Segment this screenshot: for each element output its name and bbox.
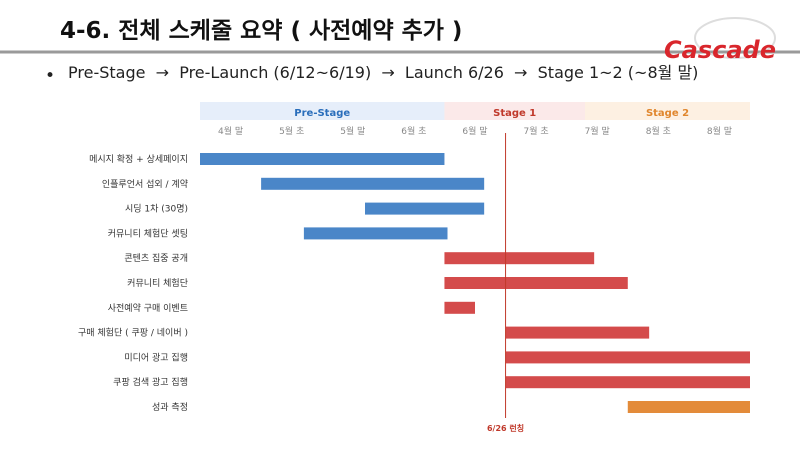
column-label: 5월 초 (279, 125, 304, 137)
task-bar (200, 153, 445, 165)
phase-label: Stage 2 (646, 108, 689, 119)
phase-label: Stage 1 (493, 108, 536, 119)
task-bar (303, 227, 448, 240)
column-label: 5월 말 (340, 125, 365, 137)
column-label: 7월 말 (585, 125, 610, 137)
column-label: 4월 말 (218, 125, 243, 137)
milestone-label: 6/26 런칭 (487, 423, 524, 433)
task-label: 성과 측정 (152, 402, 188, 413)
task-label: 미디어 광고 집행 (124, 351, 188, 363)
task-bar (444, 277, 628, 289)
task-label: 쿠팡 검색 광고 집행 (113, 376, 188, 388)
task-label: 시딩 1차 (30명) (125, 203, 188, 215)
column-label: 8월 말 (707, 125, 732, 137)
task-label: 메시지 확정 + 상세페이지 (89, 153, 188, 165)
bullet-dot: • (45, 66, 55, 86)
column-label: 6월 말 (462, 125, 487, 137)
column-label: 6월 초 (401, 125, 426, 137)
task-label: 콘텐츠 집중 공개 (124, 252, 188, 264)
task-bar (261, 177, 485, 190)
task-label: 커뮤니티 체험단 셋팅 (108, 228, 188, 239)
column-label: 7월 초 (524, 125, 549, 137)
task-bar (627, 401, 750, 413)
task-label: 구매 체험단 ( 쿠팡 / 네이버 ) (78, 328, 188, 339)
task-label: 커뮤니티 체험단 (127, 278, 188, 289)
task-label: 사전예약 구매 이벤트 (108, 302, 188, 314)
bullet-text: Pre-Stage → Pre-Launch (6/12~6/19) → Lau… (68, 63, 699, 82)
task-bar (505, 326, 650, 339)
title: 4-6. 전체 스케줄 요약 ( 사전예약 추가 ) (60, 18, 462, 44)
task-bar (444, 252, 595, 265)
task-bar (365, 202, 485, 215)
task-bar (444, 301, 475, 314)
column-label: 8월 초 (646, 125, 671, 137)
phase-band (200, 102, 445, 120)
task-bar (505, 376, 750, 389)
task-label: 인플루언서 섭외 / 계약 (102, 178, 188, 190)
bullet-box: Pre-Stage → Pre-Launch (6/12~6/19) → Lau… (68, 63, 699, 82)
logo-ring (694, 17, 776, 59)
phase-band (444, 102, 585, 120)
phase-band (585, 102, 750, 120)
task-bar (505, 351, 750, 364)
phase-label: Pre-Stage (294, 108, 350, 119)
logo: Cascade (664, 36, 776, 64)
